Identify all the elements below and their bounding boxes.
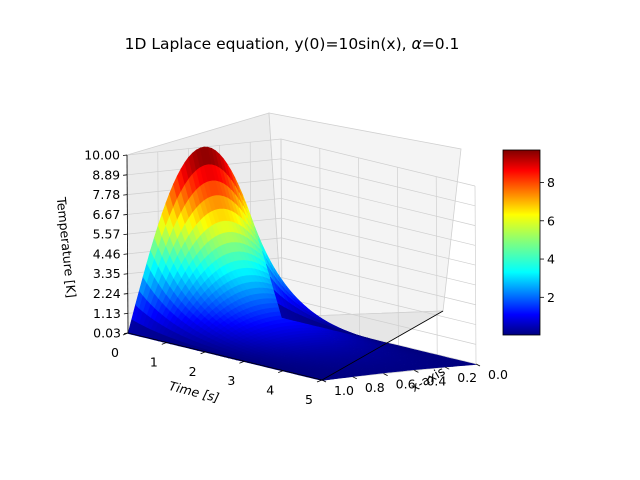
z-tick-label: 0.03: [93, 326, 121, 341]
time-axis-label: Time [s]: [167, 378, 220, 405]
z-tick-label: 1.13: [93, 306, 121, 321]
z-tick-mark: [123, 174, 128, 176]
time-tick-mark: [161, 342, 167, 345]
z-tick-mark: [122, 154, 128, 156]
temperature-surface: [127, 146, 477, 381]
x-tick-label: 0.4: [426, 373, 446, 388]
z-tick-label: 5.57: [93, 227, 121, 242]
z-tick-mark: [123, 233, 128, 235]
z-tick-mark: [123, 293, 128, 295]
time-axis-ticks: 0 1 2 3 4 5: [111, 332, 323, 407]
colorbar: 2 4 6 8: [502, 149, 555, 336]
colorbar-ticks: 2 4 6 8: [540, 175, 555, 305]
x-tick-mark: [445, 366, 450, 370]
time-tick-label: 0: [111, 345, 119, 360]
z-axis-line: [126, 154, 129, 334]
z-tick-mark: [123, 253, 128, 255]
x-tick-label: 0.2: [457, 370, 477, 385]
x-tick-mark: [383, 373, 388, 376]
colorbar-gradient: [502, 149, 541, 336]
x-axis-line: [321, 310, 444, 381]
time-tick-label: 4: [266, 383, 274, 398]
time-tick-mark: [278, 370, 284, 373]
x-tick-label: 0.8: [365, 380, 385, 395]
colorbar-tick-label: 4: [547, 252, 555, 267]
z-tick-label: 4.46: [93, 246, 121, 261]
z-axis-label: Temperature [K]: [54, 195, 80, 298]
z-tick-label: 8.89: [92, 167, 120, 182]
z-tick-label: 10.00: [84, 148, 120, 163]
axis-lines: [126, 154, 444, 381]
time-tick-mark: [200, 351, 206, 355]
x-tick-label: 0.0: [488, 367, 508, 382]
time-tick-label: 5: [305, 392, 313, 407]
z-tick-mark: [123, 194, 128, 196]
surface-patch: [468, 363, 477, 366]
z-tick-label: 2.24: [93, 286, 121, 301]
x-tick-label: 1.0: [334, 383, 354, 398]
x-tick-mark: [475, 363, 481, 367]
x-tick-mark: [414, 370, 419, 373]
z-tick-label: 7.78: [92, 187, 120, 202]
x-tick-mark: [352, 376, 357, 380]
x-tick-mark: [321, 379, 327, 383]
z-tick-mark: [123, 312, 128, 315]
z-tick-mark: [123, 214, 128, 216]
time-axis-line: [127, 332, 323, 381]
z-tick-mark: [123, 273, 128, 275]
chart-title: 1D Laplace equation, y(0)=10sin(x), α=0.…: [125, 35, 460, 53]
z-tick-label: 6.67: [92, 207, 120, 222]
time-tick-label: 1: [150, 354, 158, 369]
z-axis-ticks: 0.03 1.13 2.24 3.35 4.46 5.57 6.67 7.78 8.89 10.0…: [84, 148, 129, 341]
time-tick-label: 3: [227, 373, 235, 388]
z-tick-label: 3.35: [93, 266, 121, 281]
x-tick-label: 0.6: [396, 377, 416, 392]
time-tick-mark: [316, 379, 323, 383]
colorbar-tick-label: 2: [547, 290, 555, 305]
colorbar-tick-label: 6: [547, 213, 555, 228]
colorbar-tick-label: 8: [547, 175, 555, 190]
x-axis-ticks: 0.0 0.2 0.4 0.6 0.8 1.0: [321, 363, 508, 398]
time-tick-mark: [239, 360, 245, 364]
time-tick-mark: [122, 332, 129, 336]
time-tick-label: 2: [189, 364, 197, 379]
